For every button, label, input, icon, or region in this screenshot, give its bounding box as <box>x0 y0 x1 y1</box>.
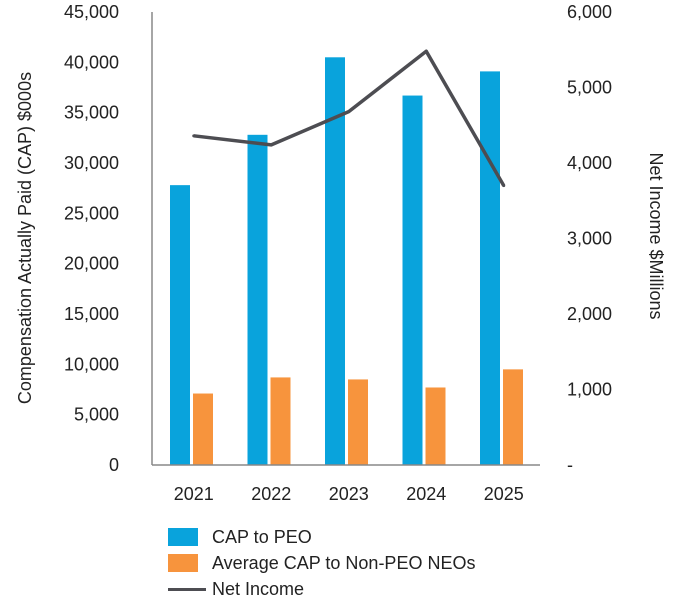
line-point-net-income <box>424 49 428 53</box>
legend-item-cap-peo: CAP to PEO <box>168 524 475 550</box>
bar-cap-peo-2024 <box>402 95 423 465</box>
y-tick-label: 20,000 <box>64 254 119 274</box>
legend-label-cap-neo: Average CAP to Non-PEO NEOs <box>212 552 476 573</box>
bar-cap-neo-2023 <box>348 379 368 465</box>
y-tick-label: 0 <box>109 455 119 475</box>
line-point-net-income <box>192 134 196 138</box>
bar-cap-neo-2021 <box>193 393 213 465</box>
y2-tick-label: 2,000 <box>567 304 612 324</box>
y2-tick-label: 1,000 <box>567 380 612 400</box>
y2-tick-label: - <box>567 455 573 475</box>
legend-label-net-income: Net Income <box>212 578 305 599</box>
y2-tick-label: 5,000 <box>567 78 612 98</box>
legend-item-cap-neo: Average CAP to Non-PEO NEOs <box>168 550 475 576</box>
line-point-net-income <box>347 110 351 114</box>
x-tick-label: 2021 <box>174 484 214 504</box>
x-tick-label: 2025 <box>484 484 524 504</box>
y-tick-label: 5,000 <box>74 405 119 425</box>
y-tick-label: 40,000 <box>64 52 119 72</box>
y-tick-label: 45,000 <box>64 2 119 22</box>
x-tick-label: 2023 <box>329 484 369 504</box>
x-tick-label: 2022 <box>251 484 291 504</box>
bar-cap-neo-2024 <box>425 387 446 465</box>
bar-cap-neo-2022 <box>270 377 291 465</box>
y2-axis-title: Net Income $Millions <box>646 152 666 319</box>
y2-tick-label: 3,000 <box>567 229 612 249</box>
y2-tick-label: 6,000 <box>567 2 612 22</box>
y-tick-label: 30,000 <box>64 153 119 173</box>
y2-tick-label: 4,000 <box>567 153 612 173</box>
legend-swatch-cap-neo <box>168 554 198 572</box>
legend-swatch-net-income <box>168 587 206 591</box>
bar-cap-peo-2022 <box>247 134 268 465</box>
series-line-net-income <box>193 49 506 187</box>
legend-label-cap-peo: CAP to PEO <box>212 526 312 547</box>
y-tick-label: 35,000 <box>64 103 119 123</box>
y-tick-label: 25,000 <box>64 203 119 223</box>
y-axis-title: Compensation Actually Paid (CAP) $000s <box>15 72 35 404</box>
y-tick-label: 10,000 <box>64 354 119 374</box>
y-tick-label: 15,000 <box>64 304 119 324</box>
legend: CAP to PEO Average CAP to Non-PEO NEOs N… <box>168 524 475 602</box>
bar-cap-peo-2021 <box>170 185 190 465</box>
line-point-net-income <box>502 184 506 188</box>
x-tick-label: 2024 <box>406 484 446 504</box>
bar-cap-peo-2025 <box>480 71 500 465</box>
legend-item-net-income: Net Income <box>168 576 475 602</box>
bar-cap-neo-2025 <box>503 369 523 465</box>
legend-swatch-cap-peo <box>168 528 198 546</box>
line-point-net-income <box>269 143 273 147</box>
bar-cap-peo-2023 <box>325 57 345 466</box>
